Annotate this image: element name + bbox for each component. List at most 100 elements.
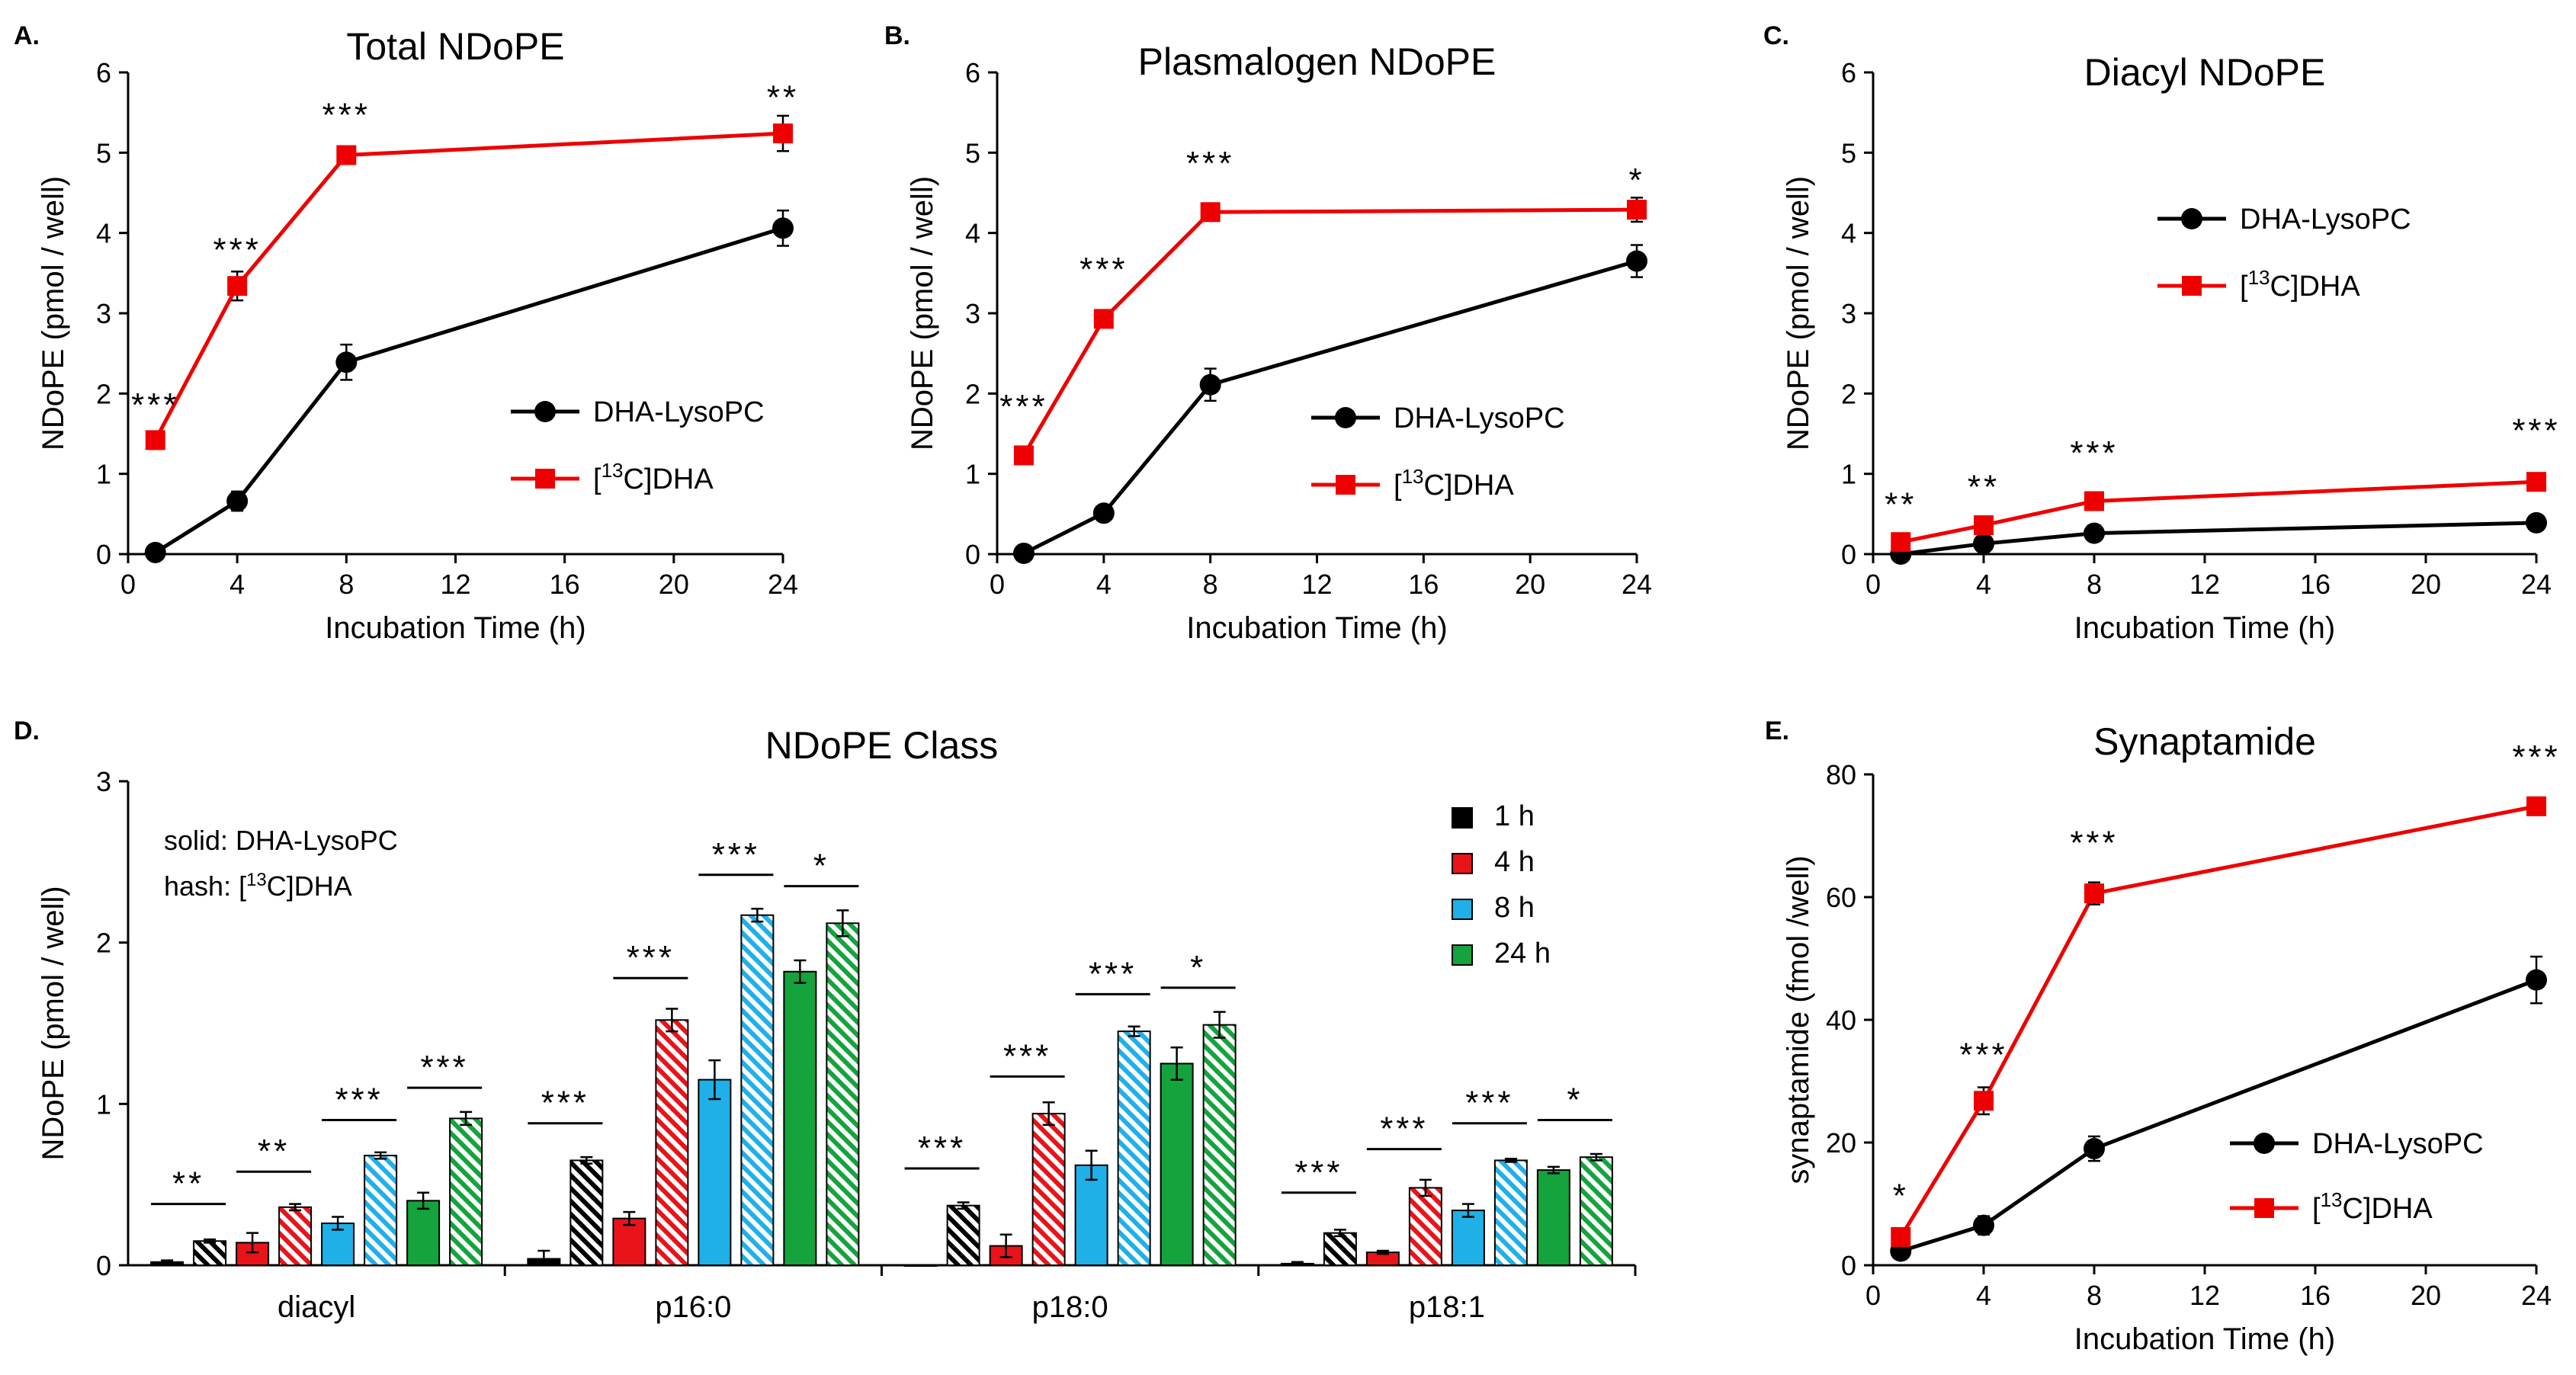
legend-label: [13C]DHA: [593, 459, 714, 495]
data-point-square: [1891, 1226, 1911, 1247]
legend: DHA-LysoPC [13C]DHA: [2230, 1128, 2484, 1225]
bar: [1031, 1113, 1066, 1266]
panel-label: A.: [14, 21, 40, 50]
bar: [278, 1206, 313, 1267]
significance-label: *: [813, 848, 829, 885]
series-line: [1900, 521, 2537, 556]
y-tick-label: 6: [96, 57, 111, 88]
chart-title: NDoPE Class: [765, 724, 999, 767]
series-c13-dha: [1891, 472, 2546, 553]
data-point-circle: [1626, 250, 1647, 272]
x-tick-label: 12: [440, 569, 470, 600]
data-point-square: [145, 430, 165, 450]
data-point-circle: [2084, 1138, 2105, 1160]
bar: [1493, 1159, 1528, 1266]
y-tick-label: 0: [96, 539, 111, 570]
series-line: [1900, 479, 2537, 544]
x-tick-label: 16: [1408, 569, 1439, 600]
series-line: [153, 131, 784, 441]
significance-label: ***: [213, 232, 261, 269]
panel-label: C.: [1763, 21, 1789, 50]
bar: [364, 1155, 398, 1266]
significance-label: ***: [541, 1085, 589, 1122]
x-tick-label: 20: [659, 569, 689, 600]
legend: DHA-LysoPC [13C]DHA: [511, 396, 765, 495]
y-tick-label: 2: [1841, 378, 1856, 409]
x-axis-label: Incubation Time (h): [1186, 611, 1447, 645]
series-dha-lysopc: [1012, 244, 1647, 564]
bar: [449, 1117, 483, 1266]
panel-label: B.: [884, 21, 910, 50]
y-tick-label: 60: [1826, 882, 1856, 913]
bar: [655, 1019, 689, 1267]
data-point-circle: [2526, 511, 2547, 534]
x-category-label: diacyl: [277, 1290, 355, 1324]
y-axis-label: NDoPE (pmol / well): [906, 176, 939, 450]
bar: [903, 1264, 938, 1267]
data-point-circle: [1973, 1214, 1994, 1236]
bar: [826, 922, 860, 1267]
significance-label: **: [1885, 486, 1917, 523]
data-point-square: [1974, 1091, 1994, 1111]
bar: [193, 1240, 227, 1266]
significance-label: ***: [918, 1130, 966, 1167]
chart-title: Total NDoPE: [346, 25, 564, 68]
series-dha-lysopc: [1890, 955, 2547, 1262]
data-point-square: [1093, 309, 1114, 329]
x-category-label: p18:1: [1409, 1290, 1485, 1324]
data-point-circle: [335, 351, 358, 373]
data-point-circle: [226, 490, 249, 512]
significance-label: **: [172, 1165, 204, 1203]
series-line: [1022, 207, 1638, 457]
significance-label: ***: [2512, 739, 2560, 776]
y-tick-label: 1: [1841, 459, 1856, 490]
data-point-square: [2084, 491, 2104, 511]
y-tick-label: 0: [96, 1250, 111, 1281]
legend-label: [13C]DHA: [1394, 465, 1514, 502]
y-tick-label: 1: [965, 459, 980, 490]
legend-label: 24 h: [1494, 938, 1551, 970]
legend-label: DHA-LysoPC: [2312, 1128, 2484, 1160]
data-point-circle: [1199, 373, 1221, 396]
data-point-circle: [1335, 407, 1356, 428]
data-point-square: [1627, 200, 1647, 220]
x-tick-label: 4: [1976, 569, 1991, 600]
x-tick-label: 4: [229, 569, 245, 600]
bar: [406, 1200, 441, 1267]
legend-label: DHA-LysoPC: [1394, 402, 1565, 434]
significance-label: *: [1893, 1178, 1909, 1215]
y-tick-label: 20: [1826, 1127, 1856, 1159]
bar: [1579, 1156, 1613, 1267]
significance-label: ***: [712, 836, 760, 873]
significance-label: ***: [420, 1049, 468, 1086]
significance-label: ***: [1003, 1037, 1051, 1075]
data-point-circle: [1092, 502, 1115, 524]
note-hash: hash: [13C]DHA: [164, 870, 352, 902]
y-tick-label: 3: [96, 298, 111, 329]
x-tick-label: 4: [1096, 569, 1112, 600]
bar: [783, 970, 817, 1267]
significance-label: **: [767, 79, 799, 116]
y-axis-label: NDoPE (pmol / well): [37, 886, 70, 1160]
x-axis-label: Incubation Time (h): [2074, 611, 2335, 645]
bar: [946, 1204, 980, 1267]
legend: DHA-LysoPC [13C]DHA: [1311, 402, 1565, 502]
x-tick-label: 24: [2521, 1280, 2552, 1311]
x-tick-label: 20: [2411, 1280, 2441, 1311]
x-axis-label: Incubation Time (h): [2074, 1322, 2335, 1356]
x-tick-label: 8: [1203, 569, 1218, 600]
y-tick-label: 3: [965, 298, 980, 329]
note-solid: solid: DHA-LysoPC: [164, 825, 398, 856]
panel-label: E.: [1765, 716, 1789, 745]
y-tick-label: 1: [96, 459, 111, 490]
legend-label: DHA-LysoPC: [593, 396, 765, 428]
y-tick-label: 5: [1841, 137, 1856, 168]
bar: [1323, 1232, 1357, 1266]
legend-label: [13C]DHA: [2312, 1188, 2433, 1225]
y-tick-label: 5: [96, 137, 111, 168]
chart-panel-d: 0 1 2 3 NDoPE (pmol / well) NDoPE Class D. diac…: [14, 716, 1637, 1324]
bar: [1451, 1210, 1485, 1266]
